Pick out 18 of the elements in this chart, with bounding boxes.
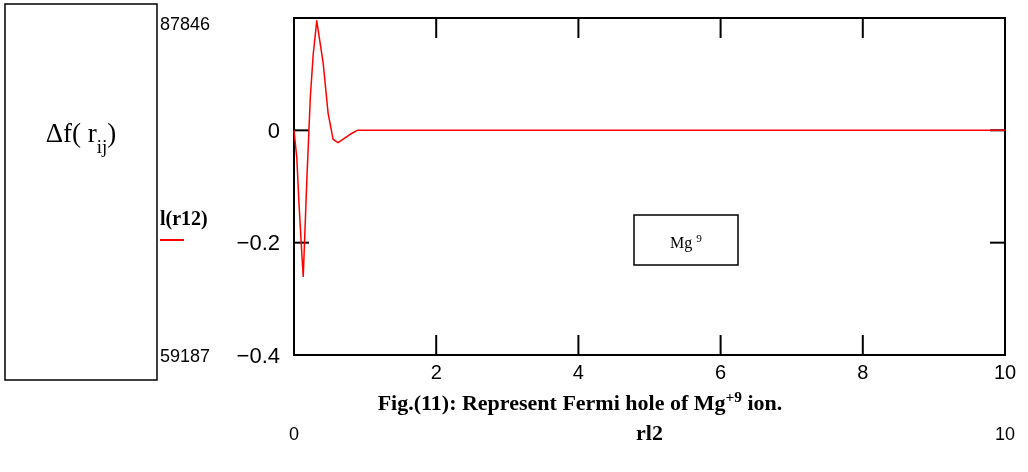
text: 59187 [160,346,211,366]
text: 87846 [160,14,211,34]
x-tick-label: 6 [715,361,727,383]
text: l(r12) [160,207,208,230]
x-tick-label: 10 [993,361,1017,383]
annotation: Mg $^{9}$ [670,232,703,252]
text: Fig.(11): Represent Fermi hole of Mg$^{+9}$ ion. [377,387,783,415]
text: 0 [288,424,300,444]
line-series [293,20,1006,278]
y-tick-label: −0.2 [236,230,280,256]
y-tick-label: 0 [267,118,280,144]
x-tick-label: 4 [572,361,584,383]
x-axis-title: rl2 [636,420,663,445]
y-axis-title: Δf( r$_{ij}$) [45,118,117,157]
y-tick-label: −0.4 [236,342,280,368]
x-tick-label: 2 [430,361,442,383]
text: 10 [994,424,1016,444]
x-tick-label: 8 [857,361,869,383]
